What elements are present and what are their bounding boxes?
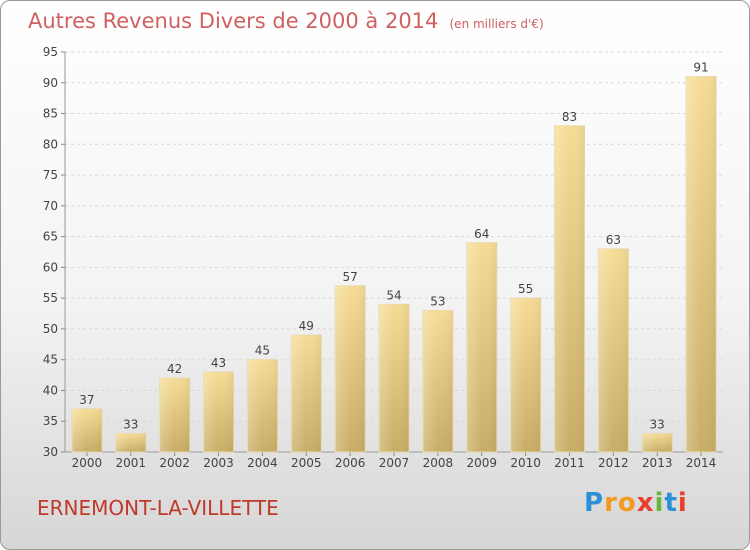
y-tick-label: 70	[43, 199, 58, 213]
bar-value-label: 55	[518, 282, 533, 296]
x-tick-label: 2003	[203, 456, 234, 470]
x-tick-label: 2000	[72, 456, 103, 470]
x-tick-label: 2004	[247, 456, 278, 470]
chart-subtitle: (en milliers d'€)	[449, 17, 544, 31]
logo-letter: r	[604, 488, 618, 518]
logo-letter: x	[636, 488, 655, 518]
y-tick-label: 95	[43, 45, 58, 59]
logo-letter: t	[664, 488, 678, 518]
x-tick-label: 2011	[554, 456, 585, 470]
y-tick-label: 35	[43, 414, 58, 428]
bar-highlight	[247, 359, 278, 452]
bars: 37 33 42 43 45 49 57 54 53 64 55 83 63 33 91	[71, 61, 717, 453]
y-tick-label: 50	[43, 322, 58, 336]
bar-value-label: 54	[386, 288, 401, 302]
bar-value-label: 37	[79, 393, 94, 407]
bar-highlight	[422, 310, 453, 452]
y-tick-label: 90	[43, 76, 58, 90]
bar-value-label: 49	[299, 319, 314, 333]
bar-value-label: 42	[167, 362, 182, 376]
logo-letter: P	[584, 488, 605, 518]
y-tick-label: 75	[43, 168, 58, 182]
bar-highlight	[642, 433, 673, 452]
x-tick-label: 2005	[291, 456, 322, 470]
logo-letter: o	[617, 488, 637, 518]
y-tick-label: 80	[43, 137, 58, 151]
x-tick-label: 2014	[686, 456, 717, 470]
y-tick-label: 45	[43, 353, 58, 367]
x-tick-label: 2013	[642, 456, 673, 470]
logo-letter: i	[677, 488, 688, 518]
bar-value-label: 53	[430, 294, 445, 308]
x-tick-label: 2006	[335, 456, 366, 470]
bar-highlight	[598, 248, 629, 452]
x-tick-label: 2008	[423, 456, 454, 470]
bar-value-label: 83	[562, 110, 577, 124]
logo-letter: i	[654, 488, 665, 518]
x-tick-label: 2012	[598, 456, 629, 470]
chart-title: Autres Revenus Divers de 2000 à 2014	[28, 9, 439, 33]
bar-value-label: 64	[474, 227, 489, 241]
bar-highlight	[554, 125, 585, 452]
bar-value-label: 43	[211, 356, 226, 370]
y-tick-label: 40	[43, 383, 58, 397]
x-tick-label: 2010	[510, 456, 541, 470]
bar-value-label: 57	[342, 270, 357, 284]
bar-highlight	[115, 433, 146, 452]
commune-name: ERNEMONT-LA-VILLETTE	[37, 496, 279, 520]
x-tick-label: 2009	[466, 456, 497, 470]
chart-title-block: Autres Revenus Divers de 2000 à 2014 (en…	[28, 9, 544, 33]
bar-value-label: 63	[606, 233, 621, 247]
bar-highlight	[71, 408, 102, 452]
y-tick-label: 55	[43, 291, 58, 305]
bar-highlight	[466, 242, 497, 452]
axes: 30 35 40 45 50 55 60 65 70 75 80 85 90 95 2000 2001 2002…	[43, 45, 723, 470]
bar-highlight	[291, 335, 322, 452]
x-tick-label: 2001	[116, 456, 147, 470]
y-tick-label: 60	[43, 260, 58, 274]
x-tick-label: 2002	[159, 456, 190, 470]
y-tick-label: 65	[43, 230, 58, 244]
bar-highlight	[159, 378, 190, 452]
bar-highlight	[335, 285, 366, 452]
bar-highlight	[510, 298, 541, 452]
bar-value-label: 91	[693, 61, 708, 75]
bar-highlight	[379, 304, 409, 452]
y-tick-label: 30	[43, 445, 58, 459]
bar-highlight	[686, 76, 717, 452]
bar-value-label: 33	[650, 418, 665, 432]
bar-highlight	[203, 372, 234, 452]
x-tick-label: 2007	[379, 456, 410, 470]
proxiti-logo[interactable]: Proxiti	[584, 488, 688, 518]
bar-value-label: 45	[255, 344, 270, 358]
y-tick-label: 85	[43, 107, 58, 121]
bar-value-label: 33	[123, 418, 138, 432]
